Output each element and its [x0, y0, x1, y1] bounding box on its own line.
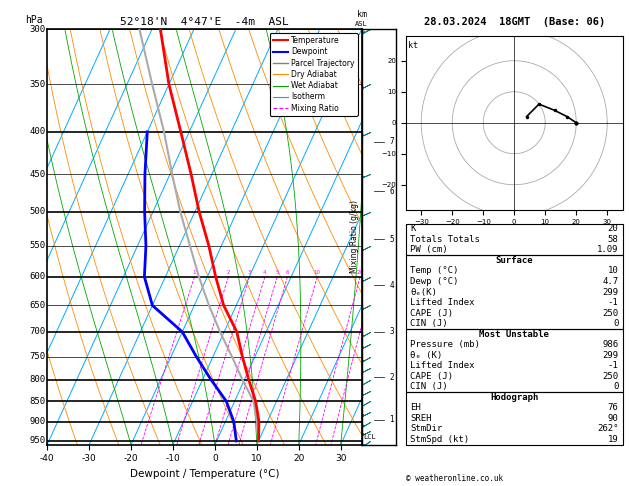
Text: CAPE (J): CAPE (J) — [410, 372, 453, 381]
Text: 4: 4 — [389, 280, 394, 290]
Text: 300: 300 — [30, 25, 46, 34]
Text: 650: 650 — [30, 301, 46, 310]
Text: Pressure (mb): Pressure (mb) — [410, 340, 480, 349]
Text: Lifted Index: Lifted Index — [410, 298, 474, 307]
Text: 850: 850 — [30, 397, 46, 406]
Text: Most Unstable: Most Unstable — [479, 330, 549, 339]
Text: 2: 2 — [226, 270, 230, 275]
Text: StmDir: StmDir — [410, 424, 442, 434]
Legend: Temperature, Dewpoint, Parcel Trajectory, Dry Adiabat, Wet Adiabat, Isotherm, Mi: Temperature, Dewpoint, Parcel Trajectory… — [270, 33, 358, 116]
Title: 52°18'N  4°47'E  -4m  ASL: 52°18'N 4°47'E -4m ASL — [120, 17, 289, 27]
Text: 262°: 262° — [597, 424, 618, 434]
Text: 7: 7 — [389, 137, 394, 146]
Text: 20: 20 — [357, 270, 364, 275]
Text: 600: 600 — [30, 272, 46, 281]
Text: 10: 10 — [608, 266, 618, 276]
Text: 750: 750 — [30, 352, 46, 361]
Text: 6: 6 — [389, 187, 394, 195]
Text: 1: 1 — [389, 415, 394, 424]
X-axis label: Dewpoint / Temperature (°C): Dewpoint / Temperature (°C) — [130, 469, 279, 479]
Text: Surface: Surface — [496, 256, 533, 265]
Bar — [406, 392, 623, 445]
Text: 5: 5 — [389, 235, 394, 243]
Text: 20: 20 — [608, 225, 618, 233]
Text: 700: 700 — [30, 328, 46, 336]
Text: 4.7: 4.7 — [602, 277, 618, 286]
Text: Dewp (°C): Dewp (°C) — [410, 277, 459, 286]
Text: 0: 0 — [613, 382, 618, 391]
Text: 3: 3 — [389, 328, 394, 336]
Text: 0: 0 — [613, 319, 618, 328]
Text: kt: kt — [408, 41, 418, 50]
Text: -1: -1 — [608, 298, 618, 307]
Text: CAPE (J): CAPE (J) — [410, 309, 453, 317]
Text: StmSpd (kt): StmSpd (kt) — [410, 435, 469, 444]
Text: K: K — [410, 225, 415, 233]
Text: 299: 299 — [602, 288, 618, 296]
Text: 500: 500 — [30, 207, 46, 216]
Text: 986: 986 — [602, 340, 618, 349]
Text: 6: 6 — [286, 270, 289, 275]
Text: EH: EH — [410, 403, 421, 412]
Text: 900: 900 — [30, 417, 46, 426]
Text: LCL: LCL — [364, 434, 376, 440]
Text: 800: 800 — [30, 375, 46, 384]
Text: CIN (J): CIN (J) — [410, 319, 448, 328]
Text: 90: 90 — [608, 414, 618, 423]
Text: Totals Totals: Totals Totals — [410, 235, 480, 244]
Y-axis label: Mixing Ratio (g/kg): Mixing Ratio (g/kg) — [350, 200, 359, 274]
Text: -1: -1 — [608, 361, 618, 370]
Text: 2: 2 — [389, 373, 394, 382]
Text: θₑ(K): θₑ(K) — [410, 288, 437, 296]
Text: 5: 5 — [276, 270, 279, 275]
Text: Hodograph: Hodograph — [490, 393, 538, 402]
Text: 450: 450 — [30, 170, 46, 178]
Text: PW (cm): PW (cm) — [410, 245, 448, 254]
Text: Lifted Index: Lifted Index — [410, 361, 474, 370]
Bar — [406, 255, 623, 329]
Text: 299: 299 — [602, 351, 618, 360]
Text: 400: 400 — [30, 127, 46, 137]
Bar — [406, 329, 623, 392]
Text: 350: 350 — [30, 80, 46, 89]
Text: 1: 1 — [192, 270, 196, 275]
Text: Temp (°C): Temp (°C) — [410, 266, 459, 276]
Text: 250: 250 — [602, 309, 618, 317]
Text: 550: 550 — [30, 241, 46, 250]
Text: 3: 3 — [248, 270, 251, 275]
Text: CIN (J): CIN (J) — [410, 382, 448, 391]
Text: θₑ (K): θₑ (K) — [410, 351, 442, 360]
Text: 19: 19 — [608, 435, 618, 444]
Text: 4: 4 — [263, 270, 267, 275]
Text: ASL: ASL — [355, 21, 368, 27]
Text: 28.03.2024  18GMT  (Base: 06): 28.03.2024 18GMT (Base: 06) — [423, 17, 605, 27]
Text: 58: 58 — [608, 235, 618, 244]
Text: SREH: SREH — [410, 414, 431, 423]
Bar — [406, 224, 623, 255]
Text: 950: 950 — [30, 436, 46, 446]
Text: 76: 76 — [608, 403, 618, 412]
Text: km: km — [357, 10, 367, 19]
Text: 10: 10 — [314, 270, 321, 275]
Text: © weatheronline.co.uk: © weatheronline.co.uk — [406, 474, 503, 483]
Text: hPa: hPa — [25, 15, 43, 25]
Text: 250: 250 — [602, 372, 618, 381]
Text: 1.09: 1.09 — [597, 245, 618, 254]
